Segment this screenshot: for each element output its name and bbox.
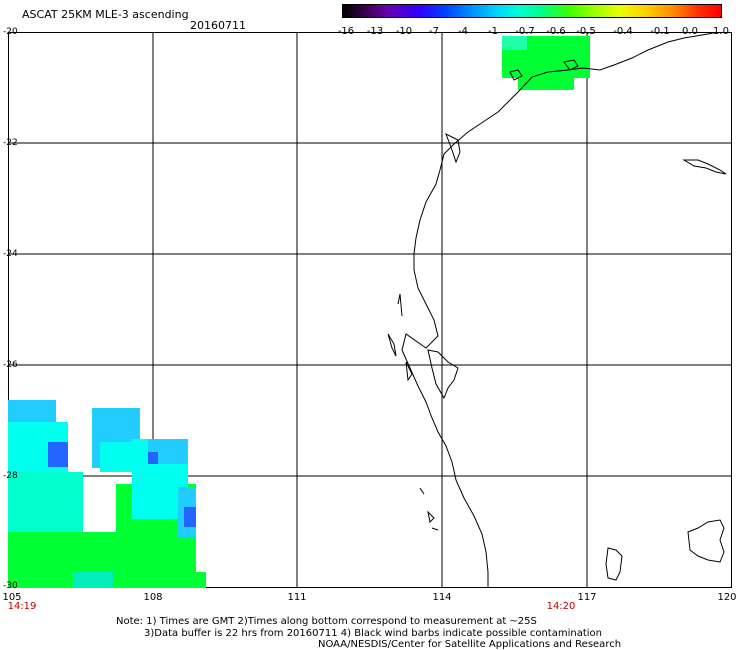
lon-label: 111 [287, 592, 307, 603]
map-grid [8, 32, 732, 588]
note-line-2: 3)Data buffer is 22 hrs from 20160711 4)… [144, 628, 602, 639]
lon-label: 117 [577, 592, 597, 603]
coastline [387, 32, 727, 588]
swath-south [8, 400, 206, 588]
swath-north [502, 36, 590, 90]
lat-label: -24 [3, 249, 18, 259]
lat-label: -20 [3, 27, 18, 37]
lon-label: 114 [432, 592, 452, 603]
map-date: 20160711 [190, 19, 246, 32]
lat-label: -26 [3, 360, 18, 370]
note-line-1: Note: 1) Times are GMT 2)Times along bot… [116, 616, 537, 627]
lat-label: -28 [3, 471, 18, 481]
lon-label: 108 [143, 592, 163, 603]
time-label-left: 14:19 [7, 601, 37, 612]
note-line-3: NOAA/NESDIS/Center for Satellite Applica… [318, 639, 622, 650]
color-scale-bar [342, 4, 722, 18]
lon-label: 105 [2, 592, 22, 603]
lat-label: -30 [3, 581, 18, 591]
lon-label: 120 [717, 592, 737, 603]
map-title: ASCAT 25KM MLE-3 ascending [22, 8, 189, 21]
lat-label: -22 [3, 138, 18, 148]
time-label-right: 14:20 [546, 601, 576, 612]
map-plot [8, 32, 732, 588]
